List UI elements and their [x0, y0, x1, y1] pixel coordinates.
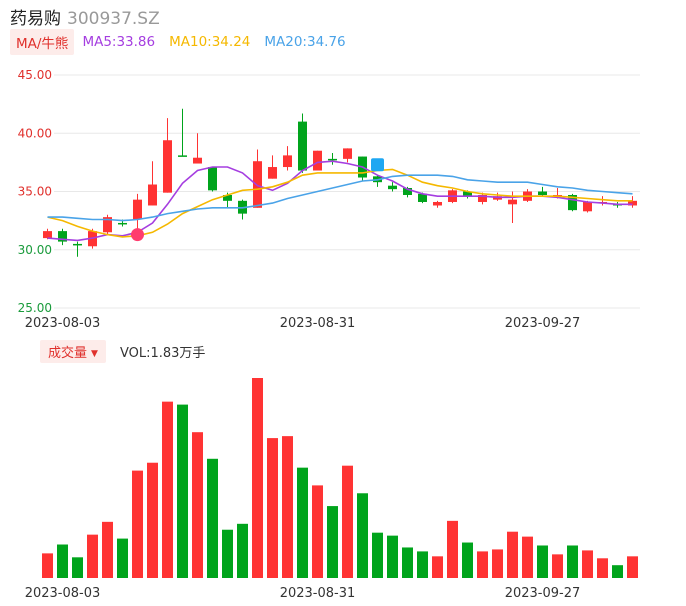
volume-value: VOL:1.83万手 [119, 345, 206, 361]
volume-bar [72, 557, 83, 578]
volume-bar [327, 506, 338, 578]
volume-bar [387, 535, 398, 578]
candle-body [298, 121, 307, 171]
ma5-value: MA5:33.86 [82, 34, 156, 50]
candle-body [178, 155, 187, 157]
stock-name: 药易购 [10, 9, 61, 29]
volume-bar [237, 523, 248, 578]
buy-signal-marker [131, 228, 144, 242]
volume-bar [462, 542, 473, 578]
stock-title: 药易购 300937.SZ [10, 4, 160, 29]
volume-bar [117, 538, 128, 578]
price-tick-label: 30.00 [18, 243, 52, 257]
volume-bar [507, 531, 518, 578]
candle-body [418, 193, 427, 202]
candle-body [388, 185, 397, 190]
date-tick-label: 2023-08-31 [280, 316, 356, 331]
volume-bar [57, 544, 68, 578]
candle-body [223, 194, 232, 201]
volume-indicator-label: 成交量 [48, 345, 88, 361]
volume-bar [417, 551, 428, 578]
candle-body [628, 200, 637, 206]
sell-signal-marker [371, 158, 384, 172]
volume-bar [627, 556, 638, 578]
volume-bar [192, 432, 203, 578]
candle-body [103, 217, 112, 233]
candle-body [43, 231, 52, 239]
candle-body [508, 199, 517, 205]
volume-bar [522, 536, 533, 578]
volume-bar [582, 550, 593, 578]
ma10-value: MA10:34.24 [169, 34, 251, 50]
candle-body [313, 150, 322, 171]
candle-body [343, 148, 352, 159]
candle-body [58, 231, 67, 242]
volume-bar [492, 549, 503, 578]
volume-bar [357, 493, 368, 578]
ma20-value: MA20:34.76 [264, 34, 346, 50]
volume-bar [102, 521, 113, 578]
volume-bar [612, 565, 623, 578]
volume-bar [312, 485, 323, 578]
price-tick-label: 45.00 [18, 68, 52, 82]
candle-body [478, 194, 487, 202]
volume-bar [597, 558, 608, 578]
price-tick-label: 25.00 [18, 301, 52, 315]
candle-body [148, 184, 157, 206]
volume-bar [222, 529, 233, 578]
candle-body [268, 167, 277, 179]
candle-body [433, 201, 442, 206]
volume-bar [282, 436, 293, 578]
volume-bar [162, 401, 173, 578]
candle-body [73, 243, 82, 246]
volume-legend: 成交量 ▼ VOL:1.83万手 [40, 339, 206, 363]
ma-indicator-button[interactable]: MA/牛熊 [10, 29, 75, 55]
ma-legend: MA/牛熊 MA5:33.86 MA10:34.24 MA20:34.76 [10, 29, 360, 55]
ma20-line [47, 174, 633, 222]
date-tick-label: 2023-08-03 [25, 316, 101, 331]
candle-body [403, 188, 412, 195]
date-tick-label: 2023-09-27 [505, 316, 581, 331]
volume-bar [537, 545, 548, 578]
caret-down-icon: ▼ [91, 348, 98, 359]
volume-bar [252, 378, 263, 578]
volume-bar [207, 458, 218, 578]
stock-code: 300937.SZ [67, 9, 160, 29]
volume-bar [447, 520, 458, 578]
volume-bar [552, 554, 563, 578]
candle-body [208, 167, 217, 191]
volume-bar [87, 534, 98, 578]
candle-body [283, 155, 292, 168]
ma10-line [47, 168, 633, 238]
volume-bar [342, 465, 353, 578]
candle-body [163, 140, 172, 193]
volume-bar [432, 556, 443, 578]
candle-body [538, 191, 547, 195]
volume-bar [567, 545, 578, 578]
candle-body [328, 158, 337, 161]
candle-body [133, 199, 142, 220]
candle-body [253, 161, 262, 208]
volume-bar [477, 551, 488, 578]
volume-date-tick-label: 2023-08-03 [25, 586, 101, 601]
candle-body [118, 222, 127, 225]
volume-bar [177, 404, 188, 578]
volume-date-tick-label: 2023-08-31 [280, 586, 356, 601]
candle-body [193, 157, 202, 164]
volume-bar [147, 462, 158, 578]
volume-date-tick-label: 2023-09-27 [505, 586, 581, 601]
price-tick-label: 40.00 [18, 126, 52, 140]
price-tick-label: 35.00 [18, 185, 52, 199]
volume-bar [42, 553, 53, 578]
volume-bar [132, 470, 143, 578]
volume-bar [267, 438, 278, 578]
volume-bar [297, 467, 308, 578]
candle-body [463, 191, 472, 197]
volume-bar [402, 547, 413, 578]
volume-indicator-button[interactable]: 成交量 ▼ [40, 339, 106, 363]
candle-body [568, 194, 577, 211]
volume-bar [372, 532, 383, 578]
candle-body [583, 201, 592, 212]
